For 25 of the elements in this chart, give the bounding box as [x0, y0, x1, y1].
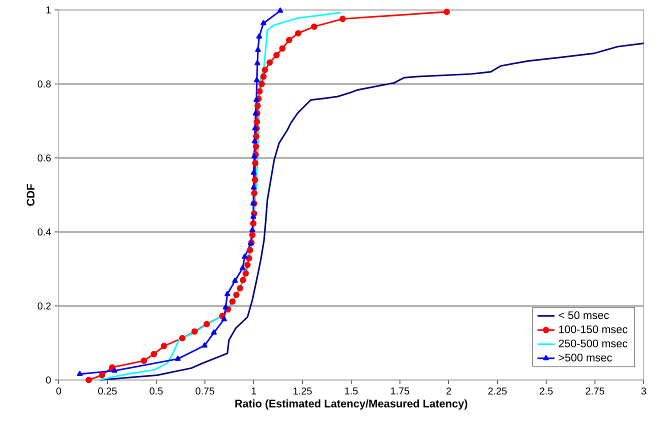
legend-label: < 50 msec: [558, 311, 609, 320]
y-axis-title: CDF: [26, 184, 34, 206]
legend-label: >500 msec: [558, 354, 612, 362]
x-tick-label: 3: [641, 388, 646, 395]
y-tick-label: 0.8: [38, 80, 51, 88]
y-tick-label: 0.2: [38, 302, 51, 310]
y-tick-label: 0: [46, 376, 51, 384]
x-tick-label: 0.25: [98, 388, 117, 395]
x-tick-label: 2.5: [540, 388, 553, 395]
x-tick-label: 2.75: [586, 388, 604, 395]
x-tick-label: 1.5: [345, 388, 358, 394]
x-tick-label: 0.75: [196, 388, 214, 395]
y-tick-label: 1: [46, 6, 51, 14]
x-tick-label: 1.75: [391, 388, 410, 394]
y-tick-label: 0.4: [38, 228, 51, 236]
x-tick-label: 1.25: [294, 388, 312, 395]
x-tick-label: 2.25: [488, 388, 507, 395]
x-axis-title: Ratio (Estimated Latency/Measured Latency): [235, 399, 468, 410]
x-tick-label: 2: [446, 388, 451, 394]
legend-label: 250-500 msec: [558, 340, 628, 348]
x-tick-label: 1: [252, 388, 256, 394]
x-tick-label: 0.5: [150, 388, 163, 395]
x-tick-label: 0: [56, 388, 62, 395]
legend-label: 100-150 msec: [559, 325, 628, 334]
y-tick-label: 0.6: [38, 154, 51, 162]
